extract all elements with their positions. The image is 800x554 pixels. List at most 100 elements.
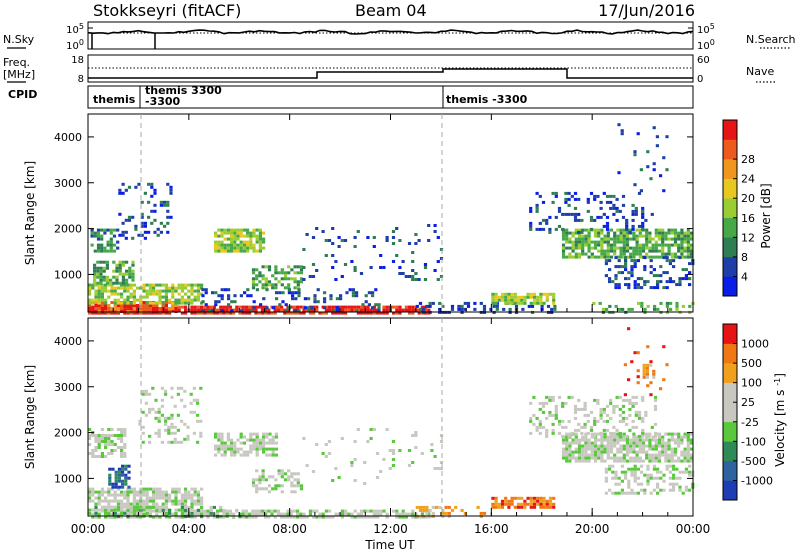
range-time-cell xyxy=(226,438,230,442)
range-time-cell xyxy=(228,305,232,309)
range-time-cell xyxy=(529,221,533,225)
range-time-cell xyxy=(640,464,644,468)
range-time-cell xyxy=(118,188,122,192)
range-time-cell xyxy=(603,447,607,451)
range-time-cell xyxy=(318,515,322,519)
range-time-cell xyxy=(633,153,637,157)
range-time-cell xyxy=(116,240,120,244)
range-time-cell xyxy=(145,508,149,512)
range-time-cell xyxy=(689,234,694,238)
range-time-cell xyxy=(667,237,671,241)
range-time-cell xyxy=(532,505,537,509)
range-time-cell xyxy=(620,265,624,269)
range-time-cell xyxy=(526,496,530,500)
range-time-cell xyxy=(157,419,161,423)
range-time-cell xyxy=(552,298,556,302)
range-time-cell xyxy=(105,260,109,264)
range-time-cell xyxy=(407,242,412,245)
range-time-cell xyxy=(617,482,621,486)
range-time-cell xyxy=(113,496,117,500)
range-time-cell xyxy=(226,249,230,253)
range-time-cell xyxy=(115,278,119,282)
range-time-cell xyxy=(642,372,646,376)
range-time-cell xyxy=(142,295,146,299)
range-time-cell xyxy=(520,502,524,506)
range-time-cell xyxy=(577,230,581,234)
range-time-cell xyxy=(186,434,190,438)
range-time-cell xyxy=(184,298,188,302)
range-time-cell xyxy=(532,496,537,500)
range-time-cell xyxy=(239,447,243,451)
range-time-cell xyxy=(542,292,546,296)
range-time-cell xyxy=(353,458,357,461)
range-time-cell xyxy=(166,215,170,219)
range-time-cell xyxy=(152,515,156,519)
range-time-cell xyxy=(148,434,152,438)
range-time-cell xyxy=(177,308,181,312)
range-time-cell xyxy=(164,499,168,503)
range-time-cell xyxy=(631,212,635,216)
range-time-cell xyxy=(634,410,638,414)
range-time-cell xyxy=(164,311,168,315)
range-time-cell xyxy=(492,304,496,308)
range-time-cell xyxy=(636,482,640,486)
range-time-cell xyxy=(659,174,663,178)
range-time-cell xyxy=(417,239,421,242)
range-time-cell xyxy=(100,311,104,315)
range-time-cell xyxy=(565,441,569,445)
range-time-cell xyxy=(683,249,687,253)
range-time-cell xyxy=(126,487,130,491)
range-time-cell xyxy=(120,286,124,290)
range-time-cell xyxy=(164,511,168,515)
range-time-cell xyxy=(640,482,644,486)
range-time-cell xyxy=(252,243,256,247)
range-time-cell xyxy=(148,407,152,411)
range-time-cell xyxy=(239,231,243,235)
range-time-cell xyxy=(638,243,642,247)
range-time-cell xyxy=(170,425,174,429)
freq-label: Freq. xyxy=(3,56,30,69)
range-time-cell xyxy=(155,311,159,315)
range-time-cell xyxy=(678,476,682,480)
range-time-cell xyxy=(278,303,282,307)
range-time-cell xyxy=(638,444,642,448)
range-time-cell xyxy=(649,393,653,397)
range-time-cell xyxy=(230,444,234,448)
range-time-cell xyxy=(597,438,601,442)
range-time-cell xyxy=(90,234,94,238)
range-time-cell xyxy=(96,228,101,232)
range-time-cell xyxy=(275,291,279,295)
range-time-cell xyxy=(193,490,197,494)
range-time-cell xyxy=(573,212,578,216)
range-time-cell xyxy=(118,272,122,276)
range-time-cell xyxy=(167,416,171,420)
range-time-cell xyxy=(157,407,161,411)
range-time-cell xyxy=(193,502,197,506)
range-time-cell xyxy=(233,237,237,241)
range-time-cell xyxy=(241,308,245,312)
range-time-cell xyxy=(653,434,658,438)
range-time-cell xyxy=(100,295,104,299)
range-time-cell xyxy=(116,292,120,296)
range-time-cell xyxy=(214,435,218,439)
range-time-cell xyxy=(382,311,386,315)
range-time-cell xyxy=(131,215,135,219)
range-time-cell xyxy=(246,234,250,238)
range-time-cell xyxy=(107,505,111,509)
range-time-cell xyxy=(274,271,278,275)
range-time-cell xyxy=(627,286,631,290)
range-time-cell xyxy=(251,286,256,290)
colorbar-swatch xyxy=(723,237,737,258)
range-time-cell xyxy=(236,243,240,247)
range-time-cell xyxy=(161,295,165,299)
range-time-cell xyxy=(277,484,281,488)
range-time-cell xyxy=(132,298,136,302)
range-time-cell xyxy=(613,438,617,442)
range-time-cell xyxy=(656,467,660,471)
range-time-cell xyxy=(315,509,319,513)
range-time-cell xyxy=(324,311,328,315)
range-time-cell xyxy=(91,455,95,458)
range-time-cell xyxy=(227,303,231,307)
range-time-cell xyxy=(577,453,582,457)
range-time-cell xyxy=(436,236,440,239)
